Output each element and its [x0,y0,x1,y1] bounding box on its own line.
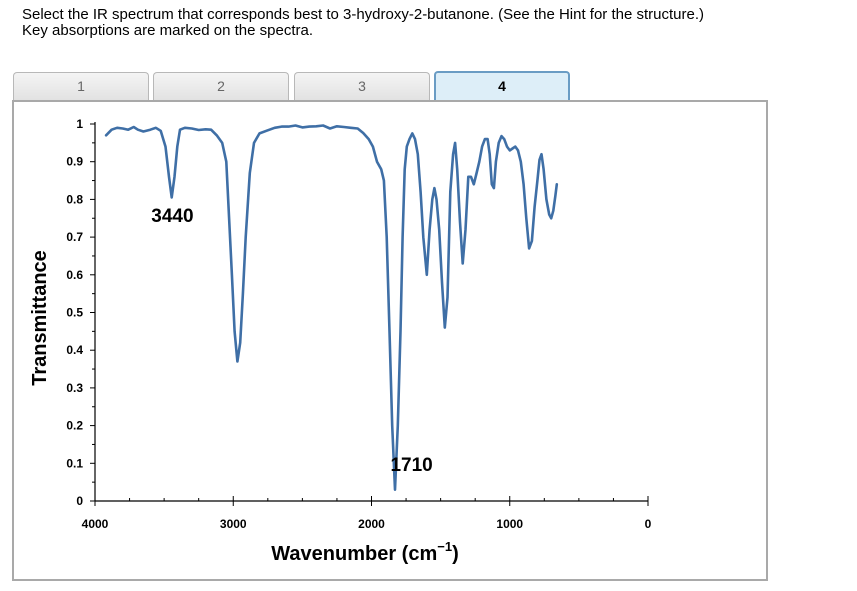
x-axis-title-superscript: −1 [437,539,452,554]
x-tick-label: 0 [645,517,652,531]
tab-4[interactable]: 4 [434,71,570,102]
question-text: Select the IR spectrum that corresponds … [22,6,705,23]
x-axis-title: Wavenumber (cm−1) [271,539,458,565]
peak-label: 1710 [390,455,432,476]
question-prompt: Select the IR spectrum that corresponds … [22,7,704,39]
x-tick-label: 2000 [358,517,385,531]
x-axis-title-main: Wavenumber (cm [271,543,437,565]
y-tick-label: 1 [76,117,83,131]
y-tick-label: 0.5 [66,306,83,320]
tab-1[interactable]: 1 [13,72,149,100]
x-tick-label: 1000 [496,517,523,531]
question-subtext: Key absorptions are marked on the spectr… [22,22,313,39]
tab-3[interactable]: 3 [294,72,430,100]
x-axis-title-close: ) [452,543,459,565]
spectrum-line [104,124,559,491]
x-tick-label: 4000 [82,517,109,531]
spectrum-tabs: 1 2 3 4 [13,71,773,102]
tab-2[interactable]: 2 [153,72,289,100]
y-tick-label: 0.7 [66,230,83,244]
y-tick-label: 0.9 [66,155,83,169]
peak-annotations: 3440 1710 [151,206,432,476]
y-tick-label: 0.8 [66,192,83,206]
y-tick-label: 0 [76,494,83,508]
x-tick-label: 3000 [220,517,247,531]
chart-axes: 0 0.1 0.2 0.3 0.4 0.5 0.6 0.7 0.8 0.9 1 4000 3000 200… [66,117,651,531]
y-tick-label: 0.4 [66,343,83,357]
y-tick-label: 0.2 [66,419,83,433]
y-tick-label: 0.6 [66,268,83,282]
peak-label: 3440 [151,206,193,227]
y-tick-label: 0.3 [66,381,83,395]
y-tick-label: 0.1 [66,456,83,470]
y-axis-title: Transmittance [29,250,51,386]
